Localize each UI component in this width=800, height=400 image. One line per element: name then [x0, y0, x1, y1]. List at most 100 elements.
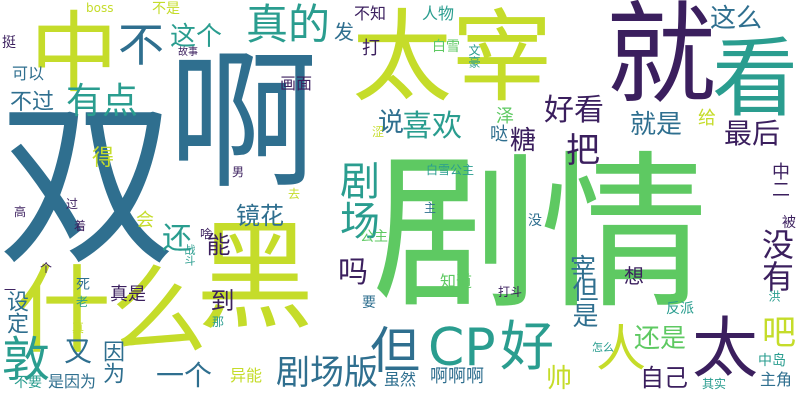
- word-zenme: 怎么: [592, 341, 614, 354]
- word-ziji: 自己: [640, 364, 688, 392]
- word-qu: 去: [288, 187, 301, 201]
- word-cp: CP: [428, 318, 496, 378]
- word-de: 得: [92, 146, 115, 171]
- word-aaa: 啊啊啊: [430, 366, 484, 387]
- word-mei: 没: [528, 213, 542, 229]
- word-gongzhu: 公主: [360, 229, 388, 245]
- word-hong: 洪: [767, 290, 781, 302]
- word-dadou: 打斗: [498, 285, 523, 299]
- word-tang: 糖: [510, 126, 537, 156]
- word-zuihou: 最后: [724, 117, 781, 150]
- word-taizai: 太宰: [352, 0, 552, 116]
- word-bei: 被: [782, 215, 796, 231]
- word-zhu: 主: [424, 201, 437, 215]
- word-yige: 一个: [156, 359, 213, 392]
- word-you: 又: [64, 335, 93, 368]
- word-zhidao: 知道: [440, 272, 473, 291]
- word-zhandou: 战斗: [183, 244, 196, 266]
- word-se: 涩: [372, 125, 385, 139]
- word-yao: 要: [362, 295, 376, 311]
- word-ting: 挺: [2, 35, 16, 51]
- word-buzhi: 不知: [354, 4, 387, 23]
- word-xihuan: 喜欢: [402, 109, 462, 144]
- word-da: 打: [362, 38, 380, 59]
- word-hao: 好: [500, 315, 554, 378]
- word-ren: 人: [596, 320, 646, 378]
- word-zhong: 中: [30, 2, 119, 105]
- word-juqing: 剧情: [372, 136, 708, 332]
- word-gushi: 故事: [178, 47, 198, 58]
- word-zai: 宰: [570, 254, 597, 284]
- word-shuo: 说: [378, 108, 405, 138]
- word-shenme: 什么: [15, 255, 207, 367]
- word-buyao: 不要: [14, 375, 42, 391]
- word-hui: 会: [136, 210, 154, 231]
- word-boss: boss: [86, 1, 114, 15]
- word-shiyinwei: 是因为: [48, 372, 97, 391]
- word-fa: 发: [334, 20, 354, 44]
- word-yinwei: 因为: [99, 340, 124, 384]
- word-tai: 太: [692, 310, 758, 387]
- word-yi: 一: [4, 283, 17, 297]
- word-hai: 还: [156, 222, 191, 252]
- word-zhongdao: 中岛: [758, 353, 786, 369]
- word-zhenshi: 真是: [110, 284, 146, 305]
- word-danshi: 但是: [568, 276, 598, 328]
- word-renwu: 人物: [422, 4, 455, 23]
- word-zhende: 真的: [246, 0, 331, 49]
- word-si: 死: [76, 277, 90, 293]
- word-buguo: 不过: [10, 90, 55, 115]
- word-zhege: 这个: [170, 22, 223, 52]
- word-wenhao: 文豪: [467, 44, 481, 68]
- word-suiran: 虽然: [384, 370, 417, 389]
- word-yineng: 异能: [230, 366, 263, 385]
- word-haishi: 还是: [634, 324, 687, 354]
- word-gei: 给: [695, 108, 716, 126]
- word-sheding: 设定: [3, 290, 28, 334]
- word-juchangban: 剧场版: [276, 353, 378, 393]
- word-a: 啊: [168, 36, 319, 210]
- word-zhe: 着: [74, 219, 87, 233]
- word-da2: 哒: [490, 124, 508, 145]
- word-ge: 个: [40, 261, 53, 275]
- word-sha: 啥: [200, 227, 213, 241]
- word-xiang: 想: [624, 264, 644, 288]
- word-qishi: 其实: [702, 377, 727, 391]
- word-guo: 过: [66, 197, 79, 211]
- word-fanpai: 反派: [666, 301, 694, 317]
- word-jinghua: 镜花: [236, 202, 284, 230]
- word-lao: 老: [76, 295, 89, 309]
- word-hei: 黑: [196, 208, 315, 346]
- word-dun: 敦: [2, 332, 51, 388]
- word-bu: 不: [118, 18, 164, 72]
- word-kan: 看: [712, 29, 798, 129]
- word-ba2: 吧: [762, 313, 796, 353]
- word-ba: 把: [566, 131, 600, 171]
- word-ze: 泽: [496, 106, 514, 127]
- word-neng: 能: [202, 232, 230, 256]
- word-zhen: 真: [72, 321, 85, 335]
- word-shuang: 双: [0, 83, 176, 290]
- word-ma: 吗: [338, 255, 368, 290]
- word-zhonger: 中二: [769, 162, 790, 198]
- word-baixue: 白雪: [432, 39, 460, 55]
- word-haokan: 好看: [544, 93, 604, 128]
- word-bushi: 不是: [152, 1, 180, 17]
- word-nan: 男: [232, 165, 245, 179]
- word-na: 那: [212, 315, 225, 329]
- word-huamian: 画面: [280, 74, 313, 93]
- word-baixuegongzhu: 白雪公主: [426, 163, 475, 177]
- word-dan: 但: [370, 322, 420, 380]
- word-shuai: 帅: [546, 364, 573, 394]
- word-jiu: 就: [606, 0, 716, 119]
- word-youdian: 有点: [66, 81, 139, 122]
- word-keyi: 可以: [12, 64, 45, 83]
- word-juchang: 剧场: [333, 160, 379, 240]
- word-dao: 到: [206, 288, 234, 312]
- word-gao: 高: [14, 205, 27, 219]
- word-jiushi: 就是: [630, 110, 683, 140]
- word-meiyou: 没有: [757, 228, 795, 292]
- word-zheme: 这么: [710, 4, 763, 34]
- word-zhujue: 主角: [760, 370, 793, 389]
